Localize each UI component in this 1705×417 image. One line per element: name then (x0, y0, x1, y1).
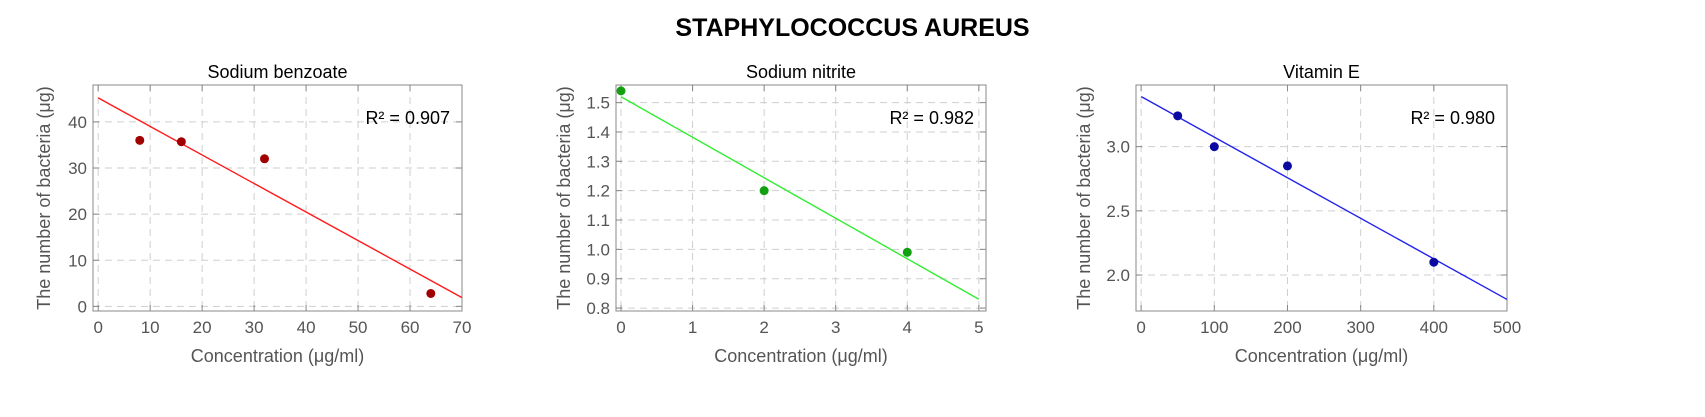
r-squared-label: R² = 0.982 (889, 108, 974, 128)
y-tick-label: 1.1 (586, 211, 610, 230)
data-point (177, 137, 186, 146)
x-tick-label: 70 (453, 318, 472, 337)
y-tick-label: 2.5 (1106, 202, 1130, 221)
x-tick-label: 60 (401, 318, 420, 337)
y-tick-label: 0 (78, 297, 87, 316)
x-tick-label: 3 (831, 318, 840, 337)
data-point (1429, 258, 1438, 267)
data-point (1283, 161, 1292, 170)
chart-vitamin-e: 0 100 200 300 400 500 2.0 2.5 3.0 Vitamin E R² = 0… (1070, 0, 1560, 417)
x-tick-label: 200 (1273, 318, 1301, 337)
x-tick-label: 0 (1136, 318, 1145, 337)
x-tick-label: 50 (349, 318, 368, 337)
y-tick-label: 40 (68, 113, 87, 132)
data-point (760, 186, 769, 195)
x-tick-label: 300 (1346, 318, 1374, 337)
y-axis-title: The number of bacteria (μg) (1074, 86, 1094, 309)
x-tick-label: 5 (974, 318, 983, 337)
y-tick-label: 1.3 (586, 152, 610, 171)
data-point (617, 86, 626, 95)
chart-sodium-nitrite: 0 1 2 3 4 5 0.8 0.9 1.0 1.1 1.2 1.3 1.4 1.5 Sodium nit… (550, 0, 1050, 417)
data-point (260, 154, 269, 163)
panel-title: Sodium benzoate (207, 62, 347, 82)
x-axis-title: Concentration (μg/ml) (1235, 346, 1408, 366)
x-tick-label: 10 (141, 318, 160, 337)
x-tick-label: 30 (245, 318, 264, 337)
y-tick-label: 1.5 (586, 94, 610, 113)
r-squared-label: R² = 0.980 (1410, 108, 1495, 128)
data-point (135, 136, 144, 145)
y-tick-label: 0.8 (586, 299, 610, 318)
x-tick-label: 500 (1493, 318, 1521, 337)
chart-sodium-benzoate: 0 10 20 30 40 50 60 70 0 10 20 30 40 Sodium benzoate R… (30, 0, 520, 417)
y-tick-label: 1.4 (586, 123, 610, 142)
y-tick-label: 3.0 (1106, 138, 1130, 157)
x-tick-label: 20 (193, 318, 212, 337)
y-axis-title: The number of bacteria (μg) (554, 86, 574, 309)
x-axis-title: Concentration (μg/ml) (191, 346, 364, 366)
y-tick-label: 1.2 (586, 182, 610, 201)
x-tick-label: 2 (759, 318, 768, 337)
y-axis-title: The number of bacteria (μg) (34, 86, 54, 309)
y-tick-label: 2.0 (1106, 266, 1130, 285)
x-tick-label: 1 (688, 318, 697, 337)
y-tick-label: 10 (68, 251, 87, 270)
y-tick-label: 30 (68, 159, 87, 178)
x-tick-label: 100 (1200, 318, 1228, 337)
x-tick-label: 400 (1420, 318, 1448, 337)
panel-title: Vitamin E (1283, 62, 1360, 82)
y-tick-label: 1.0 (586, 240, 610, 259)
y-tick-label: 20 (68, 205, 87, 224)
x-axis-title: Concentration (μg/ml) (714, 346, 887, 366)
data-point (1173, 111, 1182, 120)
data-point (903, 248, 912, 257)
y-tick-label: 0.9 (586, 270, 610, 289)
panel-title: Sodium nitrite (746, 62, 856, 82)
x-tick-label: 40 (297, 318, 316, 337)
x-tick-label: 0 (616, 318, 625, 337)
data-point (1210, 142, 1219, 151)
data-point (426, 289, 435, 298)
x-tick-label: 0 (93, 318, 102, 337)
x-tick-label: 4 (903, 318, 912, 337)
r-squared-label: R² = 0.907 (365, 108, 450, 128)
